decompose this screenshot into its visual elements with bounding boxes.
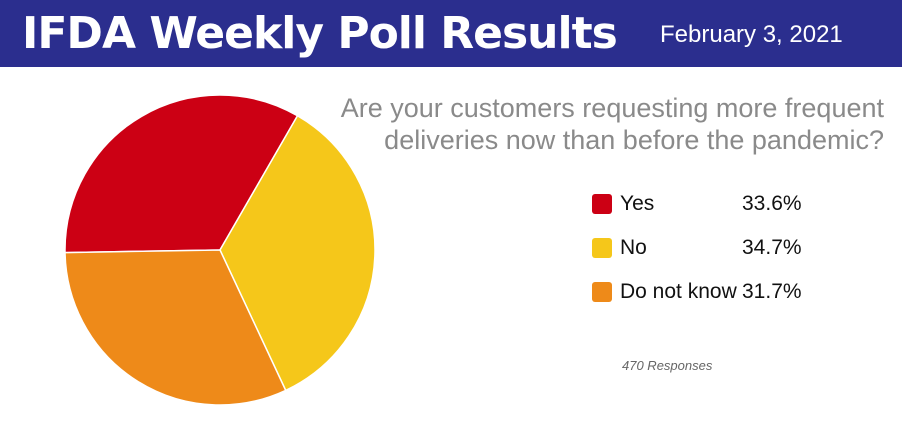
legend-swatch-no [592,238,612,258]
chart-title: Are your customers requesting more frequ… [340,93,884,155]
legend-value-do-not-know: 31.7% [742,280,802,303]
legend-label-do-not-know: Do not know [620,280,737,303]
legend-item-yes: Yes 33.6% [592,190,852,234]
legend-label-yes: Yes [620,192,655,215]
poll-date: February 3, 2021 [660,21,843,48]
legend-swatch-do-not-know [592,282,612,302]
legend-swatch-yes [592,194,612,214]
legend-value-yes: 33.6% [742,192,802,215]
pie-slice-no [219,114,376,392]
legend-item-do-not-know: Do not know 31.7% [592,278,852,322]
page-title: IFDA Weekly Poll Results [22,8,618,59]
pie-slice-do-not-know [64,249,287,406]
legend-value-no: 34.7% [742,236,802,259]
legend-item-no: No 34.7% [592,234,852,278]
pie-slice-yes [64,94,299,254]
chart-legend: Yes 33.6% No 34.7% Do not know 31.7% [592,190,852,322]
header-banner: IFDA Weekly Poll Results February 3, 202… [0,0,902,67]
pie-chart [64,94,376,406]
responses-count: 470 Responses [622,358,713,373]
legend-label-no: No [620,236,647,259]
